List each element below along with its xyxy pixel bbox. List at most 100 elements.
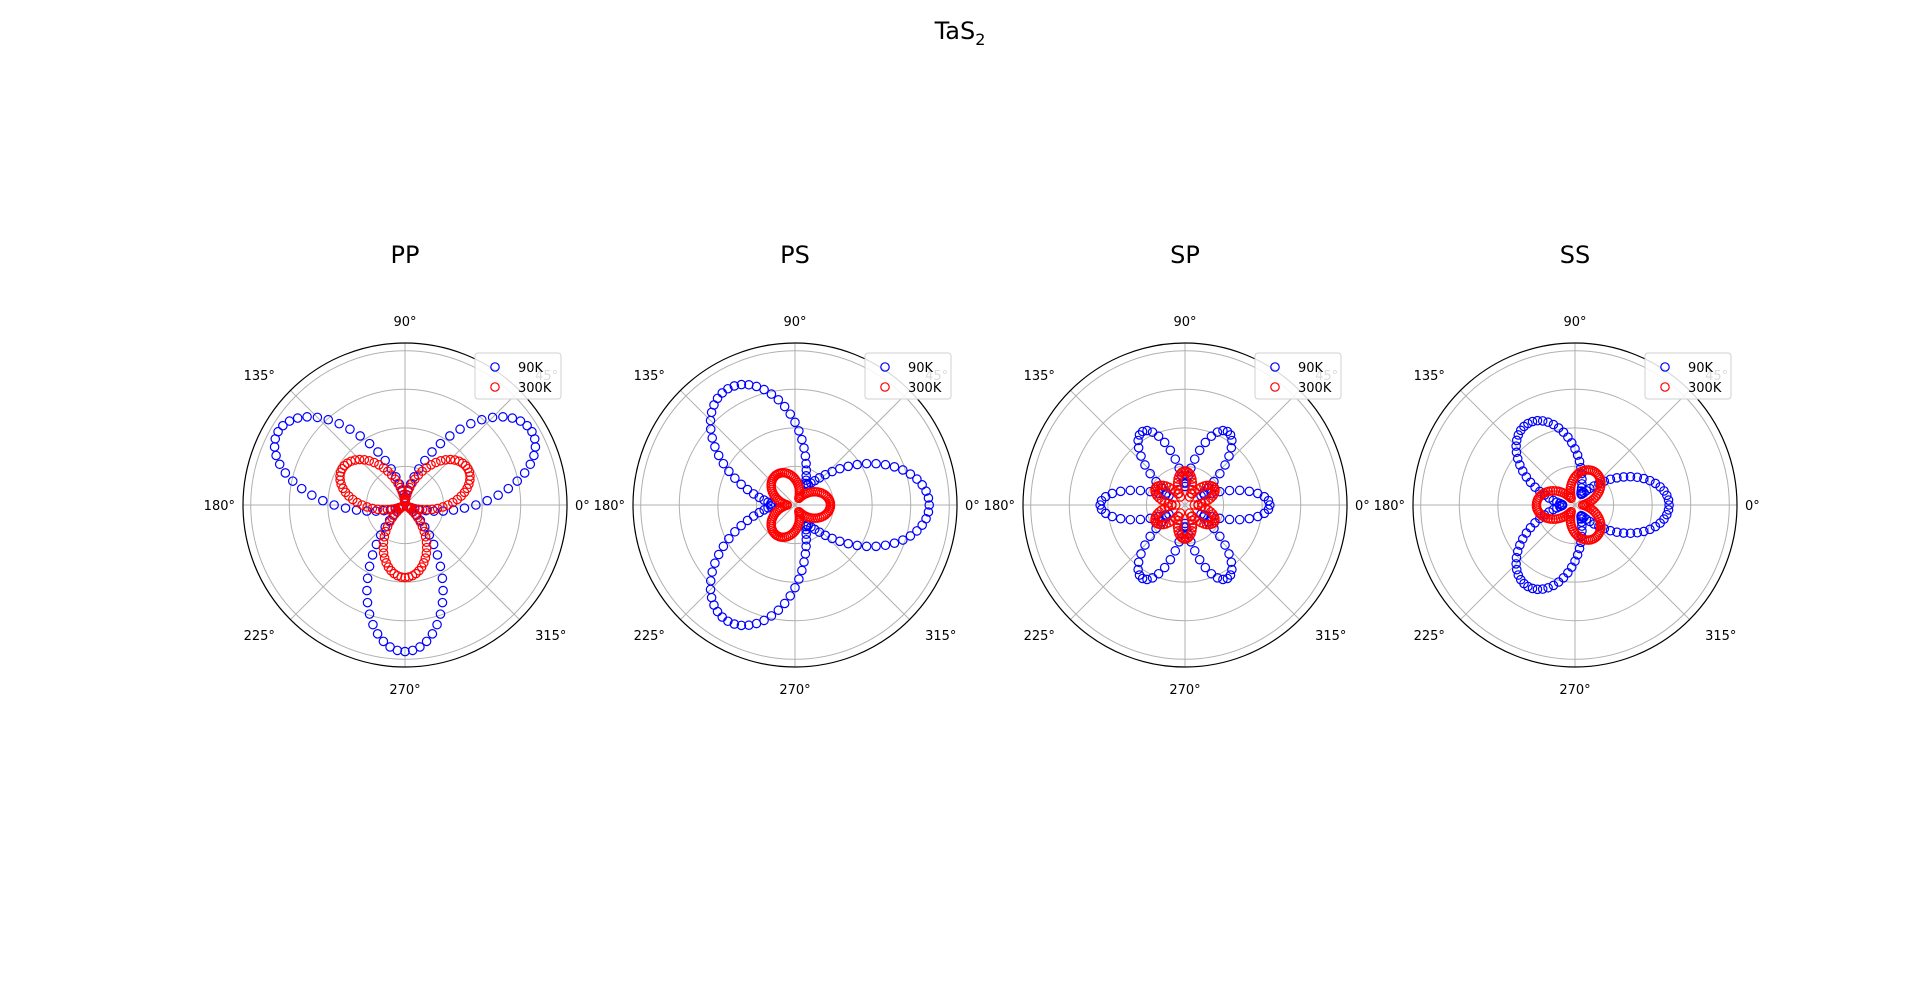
theta-tick-label: 135°	[1024, 369, 1055, 384]
series-90k	[705, 379, 935, 631]
data-point	[1663, 495, 1674, 505]
data-point	[852, 459, 863, 470]
data-point	[420, 455, 430, 466]
data-point	[706, 407, 717, 418]
data-point	[443, 500, 453, 510]
data-point	[312, 412, 323, 423]
data-point	[1572, 550, 1583, 560]
data-point	[378, 537, 389, 548]
data-point	[1592, 469, 1603, 479]
theta-tick-label: 180°	[984, 499, 1015, 514]
data-point	[1570, 444, 1580, 454]
data-point	[736, 479, 746, 490]
data-point	[1189, 546, 1200, 556]
data-point	[1517, 534, 1528, 544]
legend-label: 90K	[908, 361, 934, 376]
theta-tick-label: 225°	[634, 629, 665, 644]
data-point	[367, 503, 378, 514]
data-point	[1612, 527, 1622, 537]
theta-tick-label: 180°	[1374, 499, 1405, 514]
data-point	[1573, 468, 1584, 479]
theta-tick-label: 0°	[575, 499, 590, 514]
data-point	[835, 536, 845, 547]
data-point	[415, 642, 425, 652]
data-point	[1570, 556, 1580, 566]
data-point	[1511, 447, 1522, 458]
data-point	[1515, 425, 1526, 436]
data-point	[705, 424, 716, 434]
data-point	[713, 549, 724, 560]
data-point	[852, 540, 863, 551]
data-point	[1511, 559, 1521, 569]
data-point	[1222, 426, 1233, 437]
data-point	[1140, 540, 1150, 550]
data-point	[1227, 435, 1237, 446]
data-point	[435, 455, 446, 466]
data-point	[438, 585, 448, 596]
data-point	[440, 455, 451, 465]
data-point	[754, 492, 765, 503]
legend-marker	[880, 382, 890, 392]
data-point	[455, 424, 465, 435]
data-point	[352, 497, 362, 508]
data-point	[871, 541, 881, 552]
data-point	[307, 490, 317, 501]
data-point	[1664, 500, 1674, 510]
data-point	[435, 438, 446, 449]
data-point	[1170, 546, 1181, 556]
data-point	[445, 454, 456, 465]
data-point	[820, 469, 831, 480]
data-point	[1513, 570, 1524, 580]
data-point	[362, 506, 372, 516]
data-point	[794, 574, 804, 584]
data-point	[1218, 425, 1228, 436]
legend-frame	[864, 352, 952, 400]
data-point	[1136, 451, 1146, 461]
data-point	[372, 629, 383, 639]
angular-gridline	[1574, 504, 1690, 620]
data-point	[411, 568, 421, 579]
data-point	[471, 500, 481, 510]
figure-title: TaS2	[934, 17, 986, 49]
data-point	[270, 434, 281, 444]
data-point	[1187, 522, 1198, 533]
data-point	[912, 526, 922, 536]
data-point	[1186, 488, 1196, 499]
legend-marker	[1660, 382, 1670, 392]
data-point	[448, 505, 459, 515]
data-point	[380, 455, 390, 466]
data-point	[1222, 573, 1233, 584]
data-point	[1662, 509, 1672, 520]
panel-title: SP	[1170, 241, 1200, 269]
data-point	[1639, 526, 1649, 537]
series-90k	[269, 412, 541, 657]
data-point	[797, 565, 807, 576]
data-point	[1574, 456, 1585, 467]
data-point	[1605, 474, 1616, 485]
data-point	[417, 521, 428, 532]
data-point	[898, 535, 908, 545]
legend-marker	[1270, 382, 1280, 392]
theta-tick-label: 90°	[1173, 315, 1196, 330]
data-point	[362, 573, 373, 584]
data-point	[367, 550, 378, 560]
data-point	[1200, 437, 1211, 448]
data-point	[522, 420, 532, 431]
data-point	[378, 636, 389, 647]
data-point	[493, 490, 503, 501]
data-point	[785, 591, 796, 601]
theta-tick-label: 270°	[1169, 683, 1200, 698]
data-point	[278, 420, 288, 431]
data-point	[296, 483, 307, 494]
data-point	[809, 524, 820, 535]
polar-spine	[632, 342, 958, 668]
data-point	[1618, 472, 1629, 482]
data-point	[1140, 460, 1150, 470]
data-point	[1172, 519, 1183, 529]
data-point	[380, 526, 391, 537]
data-point	[1165, 445, 1176, 456]
data-point	[801, 529, 811, 539]
